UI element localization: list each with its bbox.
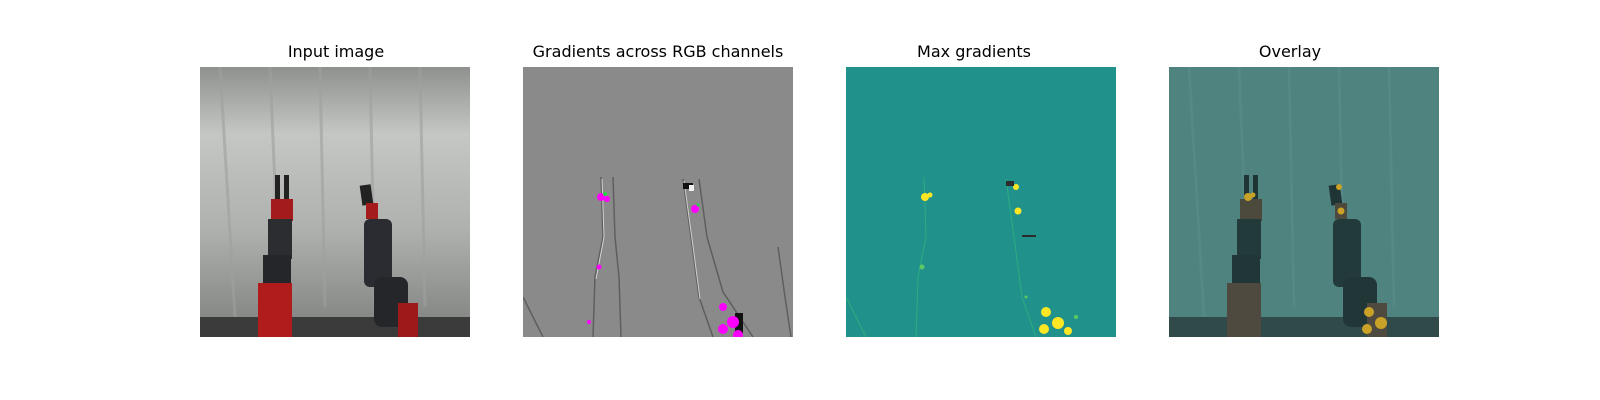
gradients-rgb-image [523,67,793,337]
panel-title-overlay: Overlay [1258,42,1322,61]
gradients-rgb-graphic [523,67,793,337]
max-gradients-graphic [846,67,1116,337]
overlay-image [1169,67,1439,337]
max-gradients-image [846,67,1116,337]
panel-title-input: Input image [287,42,385,61]
panel-title-max-gradients: Max gradients [917,42,1031,61]
input-image [200,67,470,337]
input-image-graphic [200,67,470,337]
panel-title-gradients: Gradients across RGB channels [532,42,784,61]
overlay-graphic [1169,67,1439,337]
